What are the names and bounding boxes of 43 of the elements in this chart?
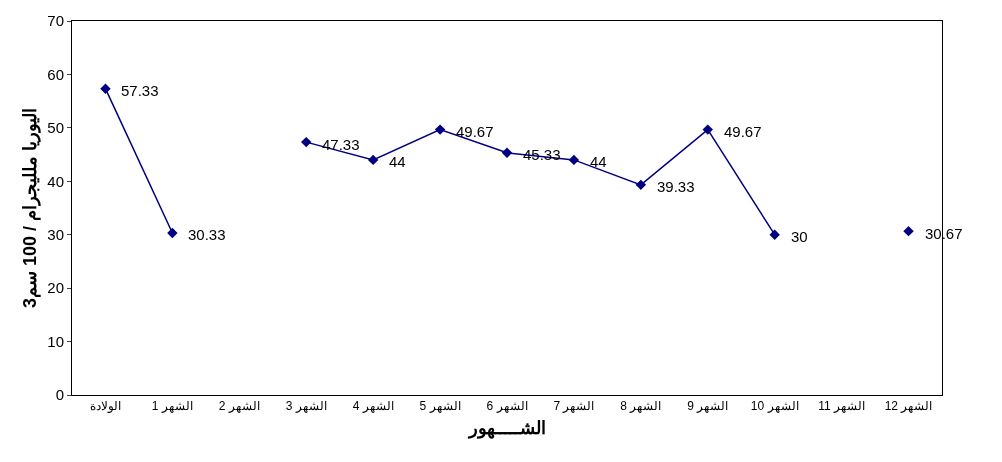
point <box>903 225 914 237</box>
y-tick-label: 20 <box>47 279 64 297</box>
point <box>635 179 647 191</box>
point <box>434 124 446 135</box>
point <box>568 154 580 166</box>
y-tick-label: 0 <box>55 386 64 404</box>
data-label: 30.33 <box>188 226 226 243</box>
x-tick-label: الشهر 7 <box>553 399 595 414</box>
data-label: 44 <box>590 153 607 170</box>
point <box>769 229 780 240</box>
data-label: 30 <box>791 228 808 245</box>
x-tick-label: الشهر 12 <box>884 399 933 414</box>
x-tick-label: الشهر 10 <box>750 399 799 414</box>
point <box>501 147 513 159</box>
y-tick-label: 30 <box>47 225 64 243</box>
y-tick-label: 50 <box>47 119 64 137</box>
data-label: 49.67 <box>724 123 762 140</box>
point <box>702 124 713 135</box>
y-tick-label: 10 <box>47 332 64 350</box>
x-tick-label: الشهر 2 <box>218 399 260 414</box>
y-tick-label: 70 <box>47 12 64 30</box>
data-label: 44 <box>389 153 406 170</box>
x-tick-label: الشهر 3 <box>285 399 327 414</box>
x-tick-label: الشهر 5 <box>419 399 461 414</box>
point <box>100 83 111 94</box>
x-tick-label: الشهر 6 <box>486 399 528 414</box>
data-label: 39.33 <box>657 178 695 195</box>
x-tick-label: الشهر 9 <box>687 399 729 414</box>
x-tick-label: الولادة <box>89 399 121 414</box>
x-axis-title: الشـــــهور <box>466 417 546 439</box>
x-tick-label: الشهر 8 <box>620 399 662 414</box>
data-label: 49.67 <box>456 123 494 140</box>
point <box>167 227 178 239</box>
y-tick-label: 60 <box>47 65 64 83</box>
data-label: 57.33 <box>121 82 159 99</box>
y-axis-title: اليوريا ملليجرام / 100 سم3 <box>19 107 41 309</box>
point <box>367 154 379 166</box>
point <box>301 136 312 148</box>
x-tick-label: الشهر 1 <box>151 399 193 414</box>
x-tick-label: الشهر 11 <box>818 399 866 414</box>
y-tick-label: 40 <box>47 172 64 190</box>
data-label: 47.33 <box>322 136 360 153</box>
x-tick-label: الشهر 4 <box>352 399 394 414</box>
